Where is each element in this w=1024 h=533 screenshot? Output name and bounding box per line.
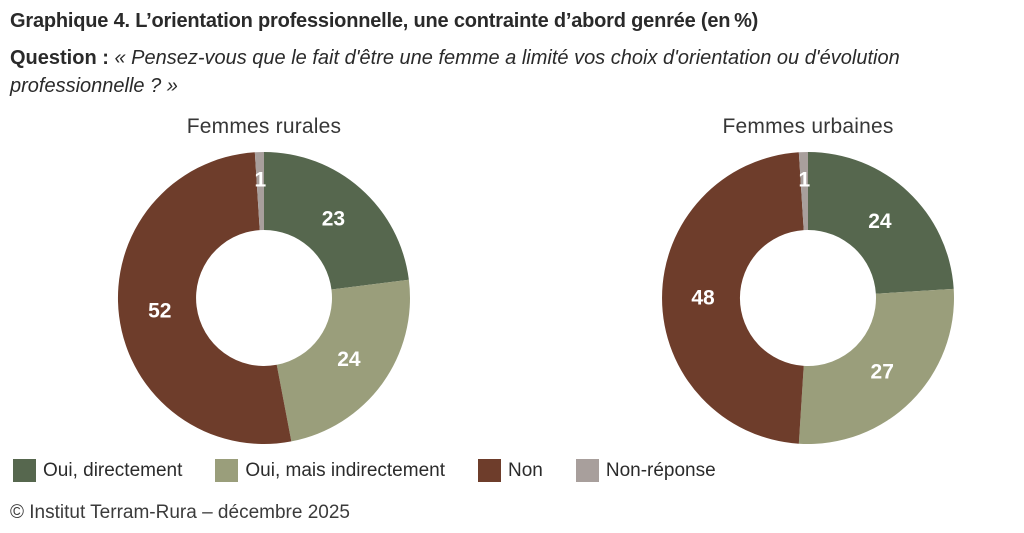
legend-swatch: [215, 459, 239, 482]
donut-slice: [662, 152, 804, 444]
legend-item: Non: [477, 459, 543, 482]
legend-label: Oui, directement: [43, 460, 183, 481]
figure-title-text: L’orientation professionnelle, une contr…: [135, 10, 759, 32]
legend-swatch: [13, 459, 36, 482]
slice-value-label: 1: [798, 169, 810, 192]
legend-item: Oui, directement: [13, 459, 182, 482]
donut-slice: [808, 152, 954, 294]
donut-slice: [254, 152, 264, 231]
donut-chart-femmes-rurales: Femmes rurales 23 24 52 1: [116, 114, 412, 446]
source-credit: © Institut Terram-Rura – décembre 2025: [10, 502, 350, 523]
donut-slice: [798, 152, 808, 231]
legend-label: Oui, mais indirectement: [245, 460, 445, 481]
legend-label: Non-réponse: [605, 460, 716, 481]
donut-plot: 24 27 48 1: [662, 152, 954, 444]
legend-item: Oui, mais indirectement: [215, 459, 445, 482]
legend-swatch: [575, 459, 599, 482]
slice-value-label: 52: [148, 300, 171, 323]
figure-title-prefix: Graphique 4.: [10, 10, 130, 32]
slice-value-label: 27: [871, 361, 894, 384]
legend-item: Non-réponse: [575, 459, 716, 482]
figure-title: Graphique 4. L’orientation professionnel…: [10, 8, 758, 34]
chart-title: Femmes urbaines: [722, 115, 894, 138]
chart-title: Femmes rurales: [186, 115, 342, 138]
slice-value-label: 1: [254, 169, 266, 192]
question-label: Question :: [10, 47, 109, 69]
donut-slice: [276, 279, 411, 442]
slice-value-label: 24: [868, 210, 892, 233]
donut-slice: [264, 152, 409, 290]
donut-slice: [117, 152, 292, 445]
legend-label: Non: [507, 460, 543, 481]
question-text-block: Question : « Pensez-vous que le fait d'ê…: [10, 44, 1018, 100]
legend-swatch: [477, 459, 501, 482]
chart-legend: Oui, directement Oui, mais indirectement N…: [13, 459, 716, 482]
donut-chart-femmes-urbaines: Femmes urbaines 24 27 48 1: [660, 114, 956, 446]
slice-value-label: 24: [337, 348, 361, 371]
donut-plot: 23 24 52 1: [117, 152, 411, 445]
slice-value-label: 48: [691, 287, 715, 310]
slice-value-label: 23: [322, 208, 345, 231]
donut-slice: [798, 288, 954, 444]
question-quote: « Pensez-vous que le fait d'être une fem…: [10, 47, 900, 97]
